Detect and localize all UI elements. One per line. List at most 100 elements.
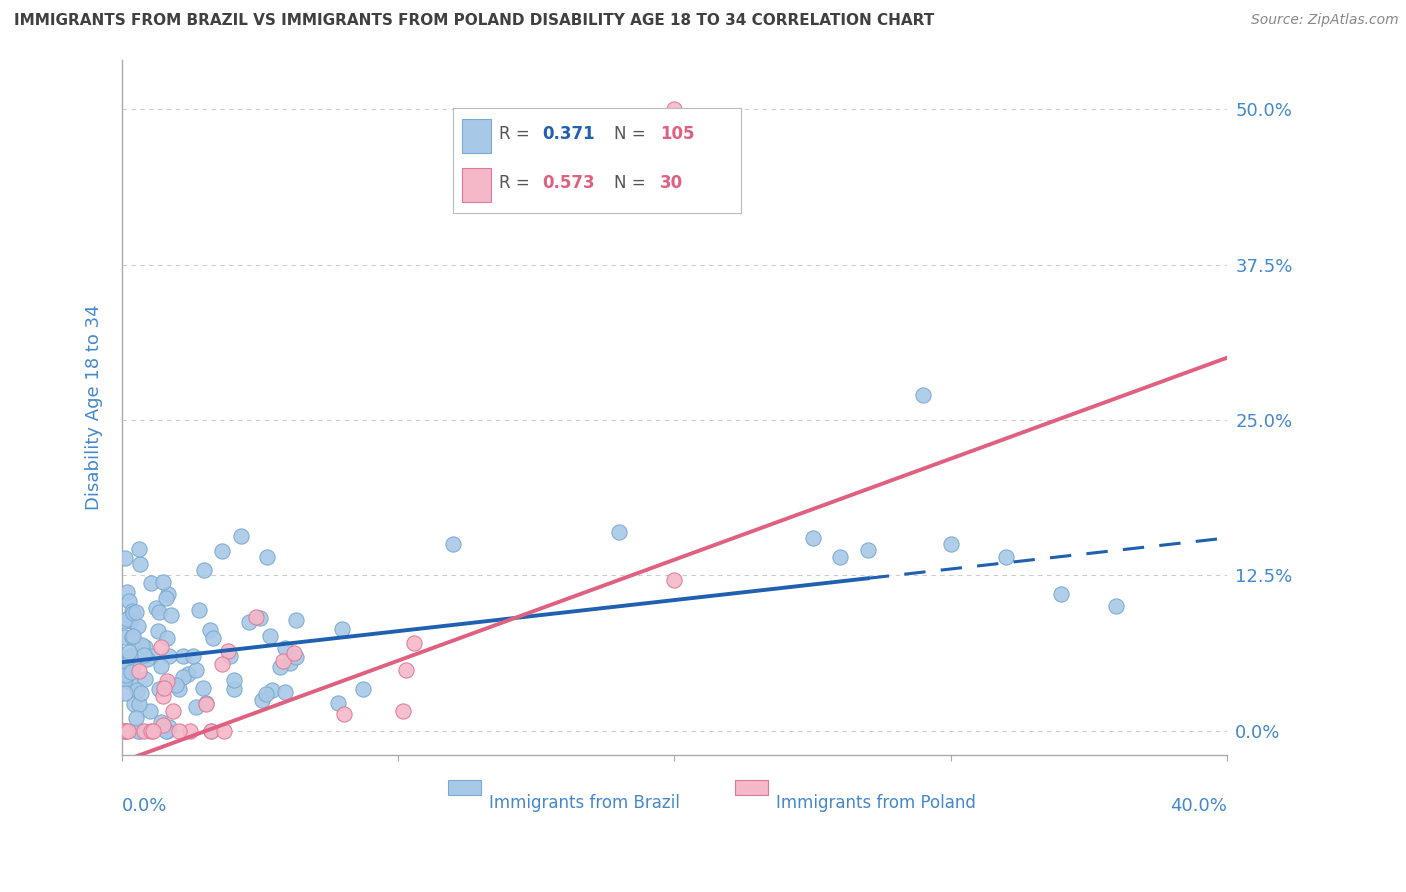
Point <box>114 613 136 627</box>
Point <box>284 650 307 665</box>
Bar <box>735 780 768 795</box>
Point <box>117 593 139 607</box>
Point <box>152 681 174 696</box>
Point <box>150 715 173 730</box>
Point <box>181 649 204 664</box>
Point <box>224 673 246 688</box>
Point <box>176 666 198 681</box>
Point <box>146 624 169 638</box>
Point <box>195 696 218 710</box>
Point <box>332 706 354 721</box>
Point <box>156 631 179 645</box>
Point <box>194 697 217 711</box>
Point <box>912 388 935 402</box>
Point <box>172 649 194 664</box>
Point <box>114 630 136 644</box>
Point <box>222 682 245 697</box>
Point <box>326 696 349 710</box>
Point <box>155 591 177 606</box>
Point <box>169 682 191 697</box>
Point <box>135 652 157 666</box>
Point <box>114 686 136 700</box>
Point <box>395 663 418 677</box>
Point <box>198 623 221 637</box>
Point <box>607 524 630 539</box>
Point <box>249 611 271 625</box>
Point <box>155 723 177 738</box>
Point <box>125 683 148 698</box>
Point <box>152 689 174 703</box>
Point <box>330 623 353 637</box>
Point <box>122 629 145 643</box>
Point <box>121 660 143 674</box>
Point <box>259 629 281 643</box>
Point <box>148 605 170 619</box>
Point <box>122 659 145 673</box>
Point <box>256 550 278 565</box>
Point <box>285 613 308 627</box>
Point <box>156 587 179 601</box>
Point <box>179 723 201 738</box>
Point <box>193 564 215 578</box>
Point <box>245 610 267 624</box>
Point <box>117 723 139 738</box>
Point <box>187 602 209 616</box>
Point <box>114 723 136 738</box>
Point <box>352 681 374 696</box>
Y-axis label: Disability Age 18 to 34: Disability Age 18 to 34 <box>86 305 103 510</box>
Point <box>127 723 149 738</box>
Point <box>141 648 163 663</box>
Text: Source: ZipAtlas.com: Source: ZipAtlas.com <box>1251 13 1399 28</box>
Text: Immigrants from Poland: Immigrants from Poland <box>776 794 976 812</box>
Point <box>160 608 183 623</box>
Point <box>127 619 149 633</box>
Point <box>148 681 170 696</box>
Point <box>274 685 297 699</box>
Point <box>1050 587 1073 601</box>
Point <box>274 641 297 656</box>
Point <box>120 614 142 628</box>
Point <box>250 693 273 707</box>
Point <box>129 686 152 700</box>
Point <box>260 683 283 698</box>
Point <box>114 551 136 566</box>
Point <box>169 723 191 738</box>
Point <box>115 612 138 626</box>
Point <box>114 614 136 628</box>
Point <box>132 723 155 738</box>
Point <box>211 657 233 671</box>
Point <box>939 537 962 551</box>
Point <box>856 543 879 558</box>
Point <box>217 644 239 658</box>
Point <box>202 631 225 645</box>
Point <box>664 103 686 117</box>
Point <box>200 723 222 738</box>
Point <box>114 672 136 686</box>
Point <box>165 678 187 692</box>
Point <box>157 649 180 664</box>
Point <box>156 723 179 738</box>
Point <box>142 723 165 738</box>
Point <box>125 711 148 725</box>
Point <box>443 537 465 551</box>
Point <box>118 645 141 659</box>
Point <box>1105 599 1128 614</box>
Point <box>269 660 291 674</box>
Point <box>121 604 143 618</box>
Point <box>186 699 208 714</box>
Text: 0.0%: 0.0% <box>122 797 167 815</box>
Point <box>830 549 852 564</box>
Point <box>162 704 184 718</box>
Point <box>129 557 152 571</box>
Point <box>156 674 179 689</box>
Point <box>120 674 142 689</box>
Point <box>994 549 1017 564</box>
Point <box>115 585 138 599</box>
Point <box>122 607 145 621</box>
Point <box>128 664 150 678</box>
Point <box>149 659 172 673</box>
Point <box>200 723 222 738</box>
Point <box>254 687 277 701</box>
Point <box>139 723 162 738</box>
Point <box>134 673 156 687</box>
